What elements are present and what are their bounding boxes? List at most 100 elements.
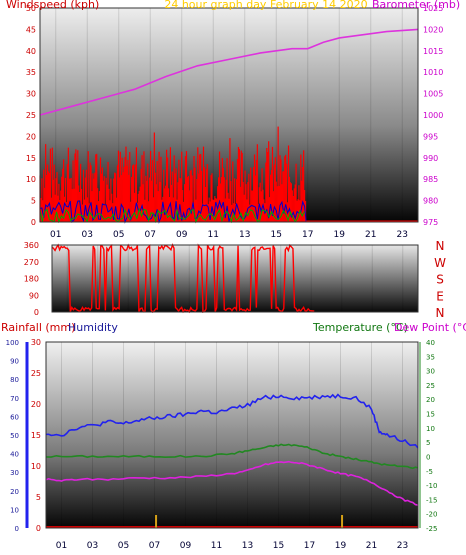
barometer-tick-label: 1015 xyxy=(423,47,443,56)
barometer-tick-label: 1020 xyxy=(423,25,443,34)
panel3-frame xyxy=(45,341,419,529)
hour-tick-label: 07 xyxy=(145,230,156,240)
compass-label: S xyxy=(436,273,444,287)
humidity-tick-label: 40 xyxy=(10,451,19,459)
hour-tick-label: 19 xyxy=(334,230,346,240)
humidity-tick-label: 70 xyxy=(10,395,19,403)
temperature-tick-label: 25 xyxy=(426,382,435,390)
windspeed-tick-label: 15 xyxy=(26,154,36,163)
barometer-tick-label: 980 xyxy=(423,197,438,206)
hour-tick-label: 11 xyxy=(208,230,219,240)
hour-tick-label: 21 xyxy=(365,230,376,240)
hour-tick-label: 09 xyxy=(176,230,188,240)
rainfall-tick-label: 30 xyxy=(31,338,41,347)
dewpoint-axis-label: Dew Point (°C) xyxy=(394,321,466,334)
hour-tick-label: 05 xyxy=(113,230,124,240)
rainfall-tick-label: 10 xyxy=(31,462,41,471)
temperature-tick-label: -20 xyxy=(426,511,437,519)
barometer-tick-label: 995 xyxy=(423,132,438,141)
humidity-tick-label: 10 xyxy=(10,506,19,514)
temperature-tick-label: 5 xyxy=(426,439,430,447)
barometer-line xyxy=(39,28,419,116)
rainfall-tick-label: 25 xyxy=(31,369,41,378)
temperature-tick-label: 40 xyxy=(426,339,435,347)
windspeed-tick-label: 40 xyxy=(26,47,36,56)
barometer-tick-label: 1010 xyxy=(423,68,443,77)
hour-tick-label: 21 xyxy=(366,541,377,551)
hour-tick-label: 07 xyxy=(149,541,160,551)
temperature-tick-label: 10 xyxy=(426,425,435,433)
temperature-tick-label: -5 xyxy=(426,468,433,476)
windspeed-tick-label: 10 xyxy=(26,175,36,184)
rainfall-tick-label: 15 xyxy=(31,431,41,440)
temperature-tick-label: 30 xyxy=(426,368,435,376)
hour-tick-label: 23 xyxy=(397,230,408,240)
hour-tick-label: 15 xyxy=(273,541,284,551)
windspeed-tick-label: 0 xyxy=(31,218,36,227)
humidity-line xyxy=(45,393,419,449)
rainfall-tick-label: 5 xyxy=(36,493,41,502)
dewpoint-line xyxy=(45,460,419,506)
temperature-tick-label: 15 xyxy=(426,411,435,419)
windspeed-tick-label: 25 xyxy=(26,111,36,120)
compass-label: N xyxy=(436,306,445,320)
hour-tick-label: 17 xyxy=(302,230,313,240)
temperature-tick-label: 0 xyxy=(426,453,430,461)
windspeed-tick-label: 30 xyxy=(26,90,36,99)
compass-label: E xyxy=(436,289,444,303)
temperature-axis-label: Temperature (°C) xyxy=(312,321,408,334)
hour-tick-label: 03 xyxy=(82,230,93,240)
windspeed-tick-label: 45 xyxy=(26,25,36,34)
temperature-line xyxy=(45,443,419,470)
barometer-axis-label: Barometer (mb) xyxy=(372,0,460,11)
temperature-tick-label: 35 xyxy=(426,353,435,361)
hour-tick-label: 13 xyxy=(239,230,250,240)
humidity-axis-label: Humidity xyxy=(68,321,118,334)
hour-tick-label: 01 xyxy=(50,230,61,240)
chart-title: 24 hour graph day February 14 2020 xyxy=(164,0,367,11)
rainfall-tick-label: 20 xyxy=(31,400,41,409)
humidity-tick-label: 80 xyxy=(10,376,19,384)
barometer-tick-label: 1005 xyxy=(423,90,443,99)
barometer-tick-label: 1025 xyxy=(423,4,443,13)
humidity-tick-label: 60 xyxy=(10,413,19,421)
hour-tick-label: 11 xyxy=(211,541,222,551)
hour-tick-label: 09 xyxy=(180,541,192,551)
panel3-background xyxy=(46,342,418,528)
hour-tick-label: 03 xyxy=(87,541,98,551)
direction-tick-label: 360 xyxy=(24,241,39,250)
windspeed-axis-label: Windspeed (kph) xyxy=(6,0,99,11)
wind-barometer-panel: Windspeed (kph) 24 hour graph day Februa… xyxy=(6,0,460,240)
rainfall-axis-label: Rainfall (mm) xyxy=(1,321,75,334)
windspeed-tick-label: 5 xyxy=(31,197,36,206)
hour-tick-label: 01 xyxy=(56,541,67,551)
compass-label: N xyxy=(436,239,445,253)
direction-tick-label: 180 xyxy=(24,275,39,284)
barometer-tick-label: 975 xyxy=(423,218,438,227)
direction-tick-label: 0 xyxy=(34,308,39,317)
rainfall-tick-label: 0 xyxy=(36,524,41,533)
windspeed-tick-label: 35 xyxy=(26,68,36,77)
hour-tick-label: 05 xyxy=(118,541,129,551)
panel2-frame xyxy=(51,244,419,313)
humidity-tick-label: 90 xyxy=(10,358,19,366)
humidity-tick-label: 0 xyxy=(15,525,19,533)
hour-tick-label: 17 xyxy=(304,541,315,551)
wind-avg-line xyxy=(39,207,306,224)
humidity-tick-label: 50 xyxy=(10,432,19,440)
wind-speed-line xyxy=(39,199,418,224)
hour-tick-label: 15 xyxy=(271,230,282,240)
humidity-tick-label: 30 xyxy=(10,469,19,477)
barometer-tick-label: 990 xyxy=(423,154,438,163)
hour-tick-label: 13 xyxy=(242,541,253,551)
temperature-humidity-panel: Rainfall (mm) Humidity Temperature (°C) … xyxy=(1,321,466,551)
temperature-tick-label: -15 xyxy=(426,496,437,504)
temperature-tick-label: 20 xyxy=(426,396,435,404)
direction-tick-label: 90 xyxy=(29,291,39,300)
direction-tick-label: 270 xyxy=(24,258,39,267)
barometer-tick-label: 1000 xyxy=(423,111,443,120)
humidity-tick-label: 100 xyxy=(6,339,19,347)
hour-tick-label: 19 xyxy=(335,541,347,551)
